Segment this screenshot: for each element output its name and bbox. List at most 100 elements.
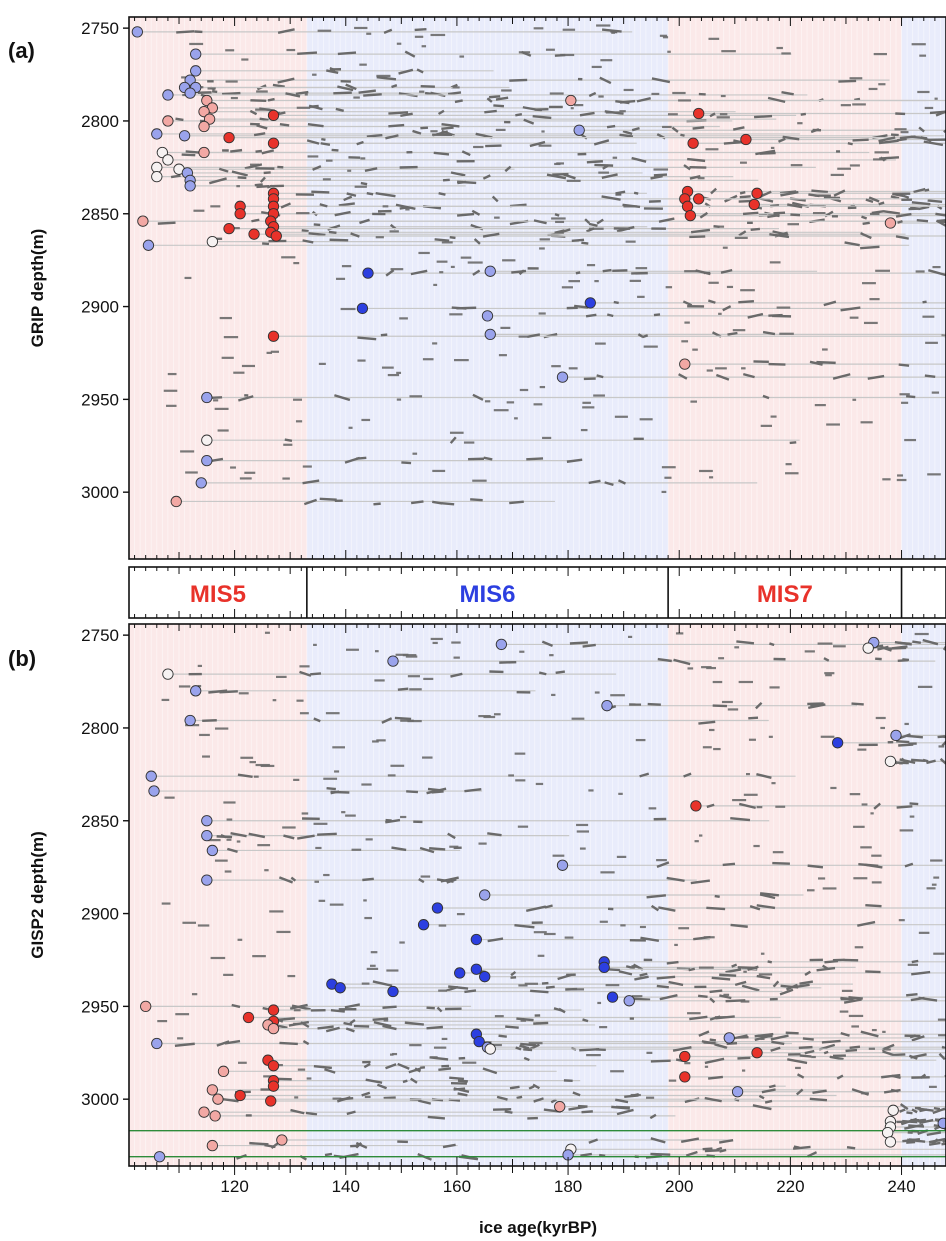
dark-segment	[698, 720, 716, 725]
dark-segment	[878, 139, 899, 145]
mis-label: MIS5	[190, 581, 246, 608]
dark-segment	[420, 126, 429, 130]
data-point	[693, 107, 705, 120]
dark-segment	[755, 701, 763, 710]
data-point	[140, 1000, 152, 1013]
dark-segment	[899, 1108, 906, 1113]
dark-segment	[606, 124, 616, 129]
dark-segment	[328, 230, 337, 234]
dark-segment	[337, 51, 357, 56]
dark-segment	[449, 1076, 465, 1081]
dark-segment	[358, 89, 377, 94]
dark-segment	[658, 906, 676, 912]
y-tick-label: 2750	[81, 19, 119, 38]
dark-segment	[836, 1074, 844, 1080]
dark-segment	[932, 1107, 946, 1115]
dark-segment	[464, 989, 477, 994]
dark-segment	[640, 936, 660, 942]
data-point	[201, 454, 213, 467]
dark-segment	[557, 973, 573, 981]
y-tick-label: 2750	[81, 626, 119, 645]
dark-segment	[821, 1039, 841, 1044]
dark-segment	[762, 330, 776, 336]
panel-b-guide-lines	[129, 1130, 946, 1158]
dark-segment	[313, 717, 321, 723]
dark-segment	[800, 112, 807, 116]
dark-segment	[816, 360, 836, 365]
panel-a-ticks: 2750 2800 2850 2900 2950 3000	[81, 17, 936, 559]
dark-segment	[278, 876, 294, 884]
y-tick-label: 2850	[81, 812, 119, 831]
stage-band	[306, 17, 669, 559]
dark-segment	[816, 966, 836, 972]
dark-segment	[553, 1007, 563, 1012]
dark-segment	[496, 1095, 508, 1101]
dark-segment	[715, 373, 730, 381]
dark-segment	[666, 876, 685, 883]
dark-segment	[922, 638, 939, 646]
dark-segment	[237, 773, 253, 779]
dark-segment	[602, 268, 612, 273]
dark-segment	[588, 479, 601, 485]
data-point	[198, 120, 210, 133]
dark-segment	[313, 1064, 332, 1070]
dark-segment	[326, 69, 339, 75]
dark-segment	[254, 183, 263, 187]
dark-segment	[356, 140, 364, 146]
dark-segment	[545, 985, 555, 989]
dark-segment	[911, 201, 931, 206]
data-point	[887, 1104, 899, 1116]
dark-segment	[588, 1138, 599, 1144]
data-point	[203, 113, 216, 125]
dark-segment	[208, 177, 227, 185]
dark-segment	[382, 1005, 397, 1009]
dark-segment	[672, 1046, 692, 1052]
dark-segment	[680, 133, 685, 137]
dark-segment	[454, 99, 463, 104]
dark-segment	[838, 79, 857, 83]
dark-segment	[747, 965, 759, 972]
dark-segment	[416, 68, 424, 74]
dark-segment	[447, 91, 462, 96]
dark-segment	[255, 149, 263, 153]
dark-segment	[432, 500, 443, 505]
dark-segment	[911, 758, 926, 763]
data-point	[693, 193, 705, 205]
data-point	[201, 829, 213, 842]
dark-segment	[473, 238, 481, 245]
dark-segment	[486, 97, 493, 103]
dark-segment	[937, 219, 946, 223]
dark-segment	[668, 980, 684, 987]
dark-segment	[823, 657, 830, 662]
data-point	[267, 1004, 280, 1016]
dark-segment	[382, 1024, 397, 1031]
dark-segment	[795, 1088, 804, 1096]
data-point	[684, 209, 696, 222]
dark-segment	[231, 1003, 241, 1009]
dark-segment	[330, 790, 340, 795]
dark-segment	[939, 757, 946, 765]
dark-segment	[759, 892, 779, 897]
dark-segment	[319, 203, 328, 208]
dark-segment	[789, 441, 797, 445]
data-point	[190, 48, 202, 60]
dark-segment	[470, 498, 483, 502]
dark-segment	[487, 832, 502, 837]
dark-segment	[678, 373, 688, 380]
dark-segment	[867, 374, 885, 380]
data-point	[276, 1134, 288, 1146]
dark-segment	[731, 963, 738, 968]
dark-segment	[878, 201, 885, 206]
dark-segment	[683, 772, 692, 778]
dark-segment	[809, 1097, 828, 1102]
dark-segment	[799, 980, 814, 985]
data-point	[681, 200, 694, 212]
dark-segment	[808, 703, 826, 710]
dark-segment	[909, 1034, 917, 1039]
dark-segment	[334, 210, 351, 217]
dark-segment	[812, 1089, 827, 1095]
panel-b-label: (b)	[8, 646, 36, 671]
dark-segment	[843, 998, 862, 1004]
dark-segment	[345, 83, 357, 91]
dark-segment	[404, 50, 416, 58]
